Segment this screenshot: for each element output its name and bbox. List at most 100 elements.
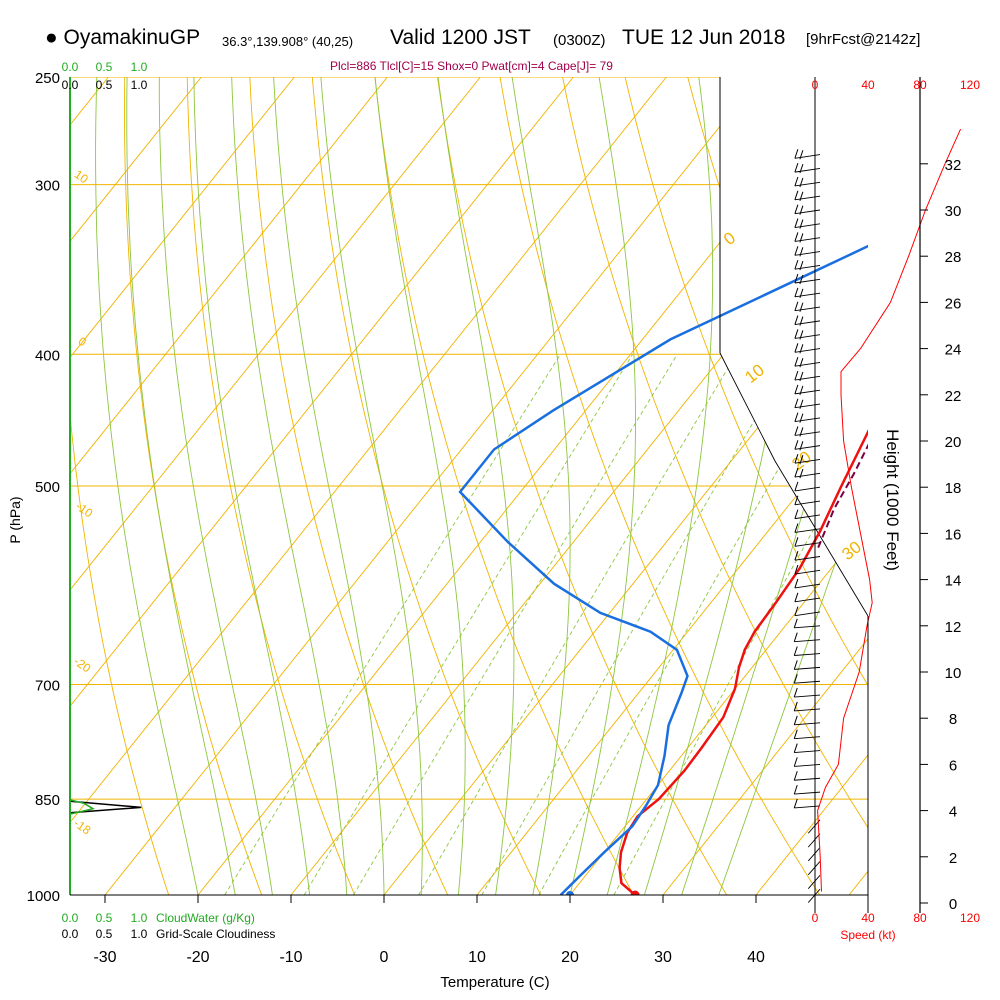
moist-adiabat bbox=[606, 77, 714, 895]
wind-barb bbox=[794, 292, 821, 298]
wind-barb-flag bbox=[793, 784, 798, 795]
y-axis-label: P (hPa) bbox=[7, 496, 23, 543]
wind-barb-flag bbox=[799, 344, 804, 354]
wind-barb bbox=[794, 403, 821, 409]
wind-barb bbox=[794, 708, 821, 712]
cloudiness-scale-bottom: 0.0 bbox=[62, 927, 79, 941]
isotherm-line bbox=[848, 870, 868, 895]
height-tick-label: 12 bbox=[945, 619, 962, 636]
wind-barb-flag bbox=[794, 315, 799, 325]
cloudwater-scale-top: 1.0 bbox=[131, 60, 148, 74]
wind-barb-flag bbox=[794, 523, 799, 533]
wind-barb-flag bbox=[794, 412, 799, 422]
moist-adiabat bbox=[273, 77, 385, 895]
height-tick-label: 0 bbox=[949, 896, 957, 913]
wind-barb-flag bbox=[799, 399, 804, 409]
height-tick-label: 20 bbox=[945, 434, 962, 451]
wind-barb-flag bbox=[799, 413, 804, 423]
wind-barb-flag bbox=[794, 149, 799, 159]
isotherm-line bbox=[569, 521, 868, 895]
wind-barb bbox=[794, 777, 821, 781]
wind-barb bbox=[794, 306, 821, 312]
wind-barb-flag bbox=[799, 358, 804, 368]
height-tick-label: 22 bbox=[945, 388, 962, 405]
wind-barb-flag bbox=[793, 743, 798, 753]
wind-barb-flag bbox=[794, 440, 799, 450]
wind-barb-flag bbox=[794, 357, 799, 367]
wind-barb bbox=[794, 195, 821, 201]
dry-adiabat bbox=[437, 77, 728, 895]
isotherm-line bbox=[70, 77, 295, 359]
wind-barb-flag bbox=[799, 427, 804, 437]
wind-barb bbox=[794, 375, 821, 381]
temp-tick-label: -10 bbox=[279, 949, 302, 966]
wind-barb-flag bbox=[794, 370, 799, 381]
wind-barb bbox=[794, 431, 821, 436]
wind-barb-flag bbox=[794, 606, 799, 616]
parcel-profile bbox=[817, 443, 868, 548]
moist-adiabat bbox=[231, 77, 348, 895]
wind-barb bbox=[794, 334, 821, 339]
pressure-tick-label: 1000 bbox=[27, 888, 60, 905]
surface-dewpoint-marker bbox=[566, 891, 574, 895]
wind-barb bbox=[794, 653, 821, 656]
wind-barb-flag bbox=[799, 150, 804, 160]
mixing-ratio-label: 5 bbox=[418, 900, 433, 916]
cloudwater-scale-bottom: 1.0 bbox=[131, 911, 148, 925]
speed-tick-label-top: 0 bbox=[812, 78, 819, 92]
height-tick-label: 24 bbox=[945, 342, 962, 359]
wind-barb bbox=[794, 348, 821, 353]
isotherm-line bbox=[662, 638, 868, 895]
speed-tick-label-top: 40 bbox=[861, 78, 875, 92]
mixing-ratio-label: 20 bbox=[612, 898, 633, 919]
height-tick-label: 16 bbox=[945, 526, 962, 543]
temp-tick-label: -30 bbox=[93, 949, 116, 966]
wind-barb bbox=[794, 181, 821, 187]
wind-barb-flag bbox=[794, 343, 799, 353]
wind-barb bbox=[794, 486, 821, 492]
wind-barb-flag bbox=[794, 592, 799, 602]
wind-barb-flag bbox=[793, 687, 798, 698]
wind-barb-flag bbox=[799, 468, 804, 479]
wind-barb-flag bbox=[794, 551, 799, 561]
wind-barb bbox=[794, 320, 821, 326]
wind-barb bbox=[794, 237, 821, 242]
wind-barb bbox=[807, 888, 821, 903]
pressure-tick-label: 500 bbox=[35, 479, 60, 496]
wind-barb-flag bbox=[794, 426, 799, 436]
wind-barb-flag bbox=[799, 219, 804, 229]
forecast-info: [9hrFcst@2142z] bbox=[806, 31, 921, 48]
dry-adiabat bbox=[124, 77, 263, 895]
wind-barb bbox=[794, 445, 821, 450]
wind-speed-profile bbox=[817, 128, 962, 892]
wind-barb-flag bbox=[794, 467, 799, 478]
wind-barb bbox=[794, 542, 821, 547]
height-tick-label: 26 bbox=[945, 295, 962, 312]
dry-adiabat bbox=[624, 77, 868, 687]
wind-barb bbox=[794, 680, 821, 684]
wind-barb-flag bbox=[799, 302, 804, 312]
height-tick-label: 18 bbox=[945, 480, 962, 497]
wind-barb-flag bbox=[793, 618, 798, 628]
isotherm-line bbox=[70, 77, 202, 242]
cloudiness-scale-top: 0.0 bbox=[62, 78, 79, 92]
wind-barb-flag bbox=[794, 481, 799, 492]
wind-barb bbox=[794, 625, 821, 629]
wind-barb-flag bbox=[794, 273, 799, 284]
cloudiness-profile bbox=[70, 800, 142, 814]
height-axis-label: Height (1000 Feet) bbox=[883, 429, 902, 571]
mixing-ratio-label: 3 bbox=[355, 900, 370, 916]
wind-barb-flag bbox=[794, 495, 799, 505]
wind-barb bbox=[807, 861, 821, 876]
wind-barb bbox=[794, 666, 821, 670]
wind-barb-flag bbox=[799, 233, 804, 243]
speed-axis-label: Speed (kt) bbox=[840, 928, 895, 942]
wind-barb bbox=[794, 639, 821, 643]
height-tick-label: 8 bbox=[949, 711, 957, 728]
wind-barb bbox=[794, 569, 821, 575]
height-tick-label: 30 bbox=[945, 203, 962, 220]
wind-barb bbox=[794, 556, 821, 561]
wind-barb bbox=[794, 264, 821, 270]
cloudiness-scale-bottom: 0.5 bbox=[96, 927, 113, 941]
wind-barb-flag bbox=[793, 771, 798, 781]
